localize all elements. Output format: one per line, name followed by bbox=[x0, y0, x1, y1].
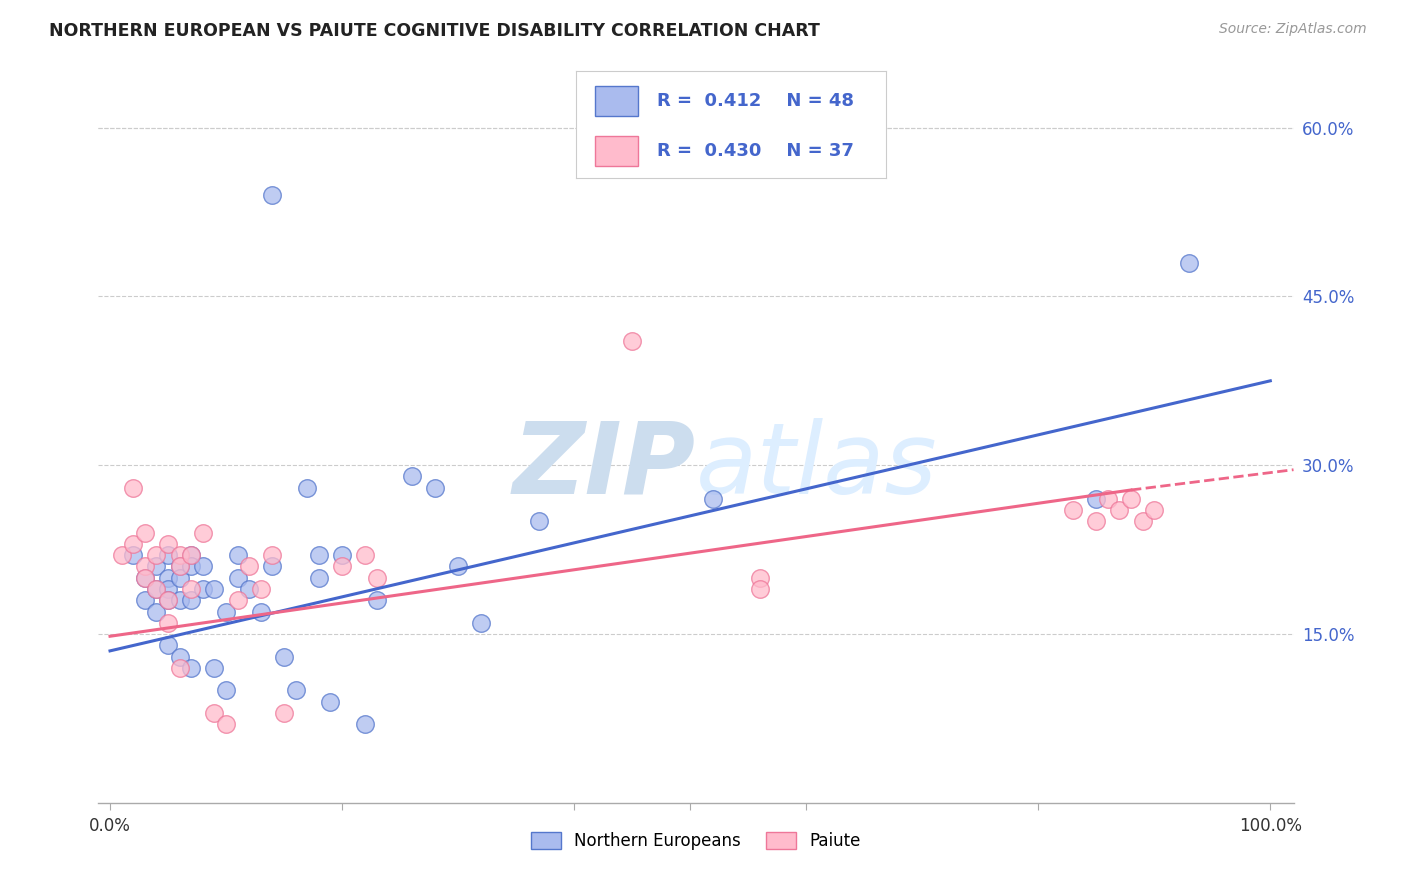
Point bbox=[529, 515, 551, 529]
Point bbox=[1119, 491, 1142, 506]
Point bbox=[1085, 491, 1108, 506]
Point bbox=[157, 615, 180, 630]
Point bbox=[157, 582, 180, 596]
Point bbox=[366, 593, 388, 607]
Point bbox=[250, 605, 273, 619]
Point bbox=[226, 571, 249, 585]
Point bbox=[308, 548, 330, 562]
Point bbox=[470, 615, 492, 630]
Point bbox=[702, 491, 724, 506]
Point bbox=[226, 593, 249, 607]
Point bbox=[145, 605, 167, 619]
Point bbox=[157, 638, 180, 652]
Point bbox=[262, 188, 284, 202]
Point bbox=[447, 559, 470, 574]
Point bbox=[423, 481, 446, 495]
Text: Source: ZipAtlas.com: Source: ZipAtlas.com bbox=[1219, 22, 1367, 37]
Point bbox=[180, 548, 202, 562]
Point bbox=[262, 559, 284, 574]
Point bbox=[122, 481, 145, 495]
Point bbox=[180, 582, 202, 596]
Point bbox=[134, 593, 156, 607]
Point bbox=[1132, 515, 1154, 529]
Text: R =  0.430    N = 37: R = 0.430 N = 37 bbox=[657, 142, 853, 160]
Point bbox=[273, 649, 295, 664]
Point bbox=[215, 605, 238, 619]
Point bbox=[1062, 503, 1084, 517]
Point bbox=[145, 548, 167, 562]
Point bbox=[111, 548, 134, 562]
Point bbox=[1143, 503, 1166, 517]
Text: atlas: atlas bbox=[696, 417, 938, 515]
Point bbox=[180, 548, 202, 562]
Point bbox=[262, 548, 284, 562]
Point bbox=[238, 559, 260, 574]
Point bbox=[157, 593, 180, 607]
Point bbox=[180, 593, 202, 607]
Point bbox=[180, 559, 202, 574]
Point bbox=[157, 571, 180, 585]
Point bbox=[134, 525, 156, 540]
Point bbox=[169, 559, 191, 574]
Point bbox=[169, 661, 191, 675]
Text: R =  0.412    N = 48: R = 0.412 N = 48 bbox=[657, 93, 853, 111]
Point bbox=[1085, 515, 1108, 529]
Point bbox=[204, 661, 226, 675]
Point bbox=[215, 717, 238, 731]
Point bbox=[250, 582, 273, 596]
Point bbox=[330, 548, 353, 562]
Point bbox=[169, 593, 191, 607]
Point bbox=[157, 593, 180, 607]
Text: ZIP: ZIP bbox=[513, 417, 696, 515]
Point bbox=[748, 582, 770, 596]
Point bbox=[621, 334, 644, 349]
Point bbox=[169, 559, 191, 574]
FancyBboxPatch shape bbox=[595, 87, 638, 116]
Point bbox=[145, 582, 167, 596]
Point bbox=[330, 559, 353, 574]
Point bbox=[238, 582, 260, 596]
Point bbox=[145, 582, 167, 596]
Point bbox=[157, 537, 180, 551]
Point bbox=[1097, 491, 1119, 506]
Point bbox=[354, 548, 377, 562]
Point bbox=[366, 571, 388, 585]
Point bbox=[157, 548, 180, 562]
Point bbox=[122, 537, 145, 551]
Point bbox=[134, 559, 156, 574]
Point bbox=[215, 683, 238, 698]
Point bbox=[145, 559, 167, 574]
Point bbox=[1178, 255, 1201, 269]
FancyBboxPatch shape bbox=[595, 136, 638, 166]
Point bbox=[319, 694, 342, 708]
Point bbox=[122, 548, 145, 562]
Point bbox=[401, 469, 423, 483]
Point bbox=[204, 706, 226, 720]
Point bbox=[191, 525, 214, 540]
Point bbox=[180, 661, 202, 675]
Point bbox=[134, 571, 156, 585]
Point bbox=[169, 649, 191, 664]
Point bbox=[354, 717, 377, 731]
Point bbox=[226, 548, 249, 562]
Point bbox=[169, 548, 191, 562]
Point bbox=[191, 559, 214, 574]
Point bbox=[1108, 503, 1130, 517]
Point bbox=[308, 571, 330, 585]
Point bbox=[748, 571, 770, 585]
Point bbox=[169, 571, 191, 585]
Point bbox=[284, 683, 307, 698]
Point bbox=[191, 582, 214, 596]
Point bbox=[273, 706, 295, 720]
Text: NORTHERN EUROPEAN VS PAIUTE COGNITIVE DISABILITY CORRELATION CHART: NORTHERN EUROPEAN VS PAIUTE COGNITIVE DI… bbox=[49, 22, 820, 40]
Point bbox=[204, 582, 226, 596]
Point bbox=[297, 481, 319, 495]
Point bbox=[134, 571, 156, 585]
Legend: Northern Europeans, Paiute: Northern Europeans, Paiute bbox=[524, 825, 868, 856]
